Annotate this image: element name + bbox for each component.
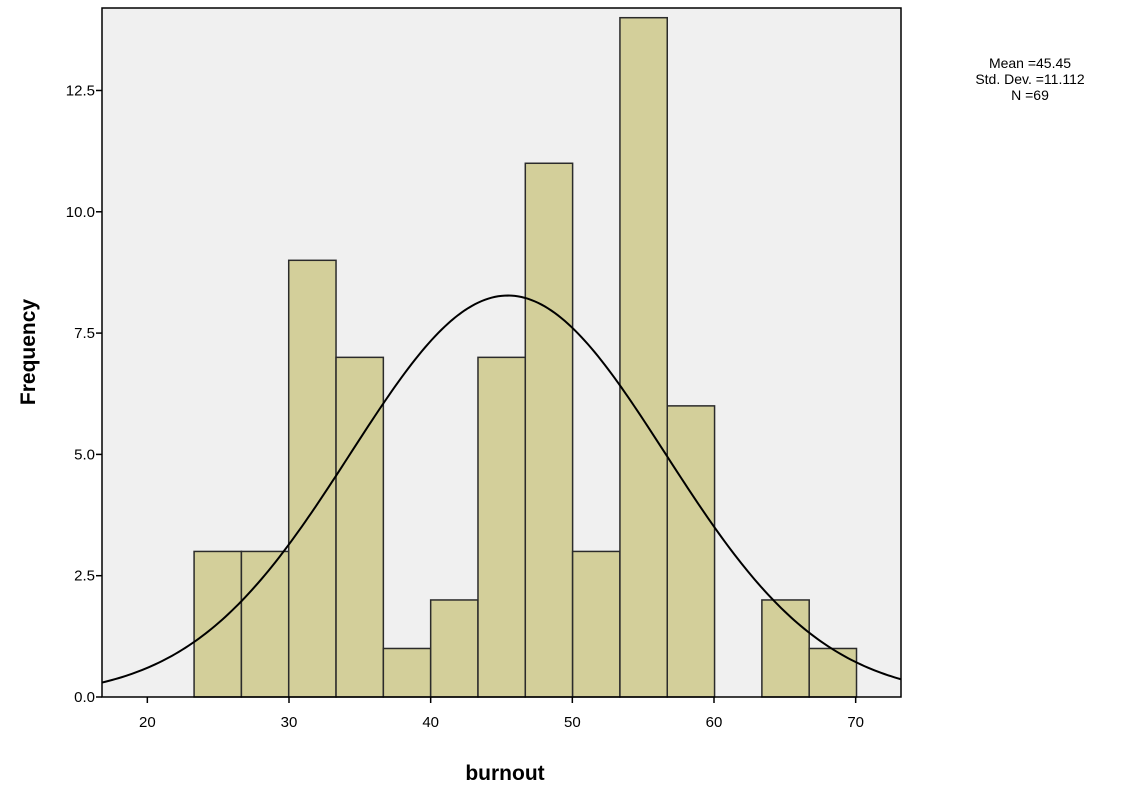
x-tick-label: 50 (564, 714, 581, 731)
histogram-bar (761, 599, 810, 698)
histogram-bar (335, 356, 385, 698)
stat-n: N =69 (1011, 87, 1049, 103)
y-axis: 0.0 2.5 5.0 7.5 10.0 12.5 (66, 82, 102, 706)
x-tick-label: 30 (281, 714, 298, 731)
y-tick-label: 12.5 (66, 82, 95, 99)
plot-frame (101, 7, 902, 698)
x-tick-label: 70 (847, 714, 864, 731)
histogram-bar (808, 647, 858, 698)
y-axis-title: Frequency (17, 299, 40, 406)
y-tick-label: 10.0 (66, 204, 95, 221)
histogram-bar (524, 162, 574, 698)
y-tick-label: 0.0 (74, 689, 95, 706)
normal-curve (101, 294, 902, 684)
stat-mean: Mean =45.45 (988, 55, 1072, 71)
histogram-bar (666, 405, 716, 698)
histogram-bar (382, 647, 432, 698)
x-axis: 20 30 40 50 60 70 (139, 697, 864, 731)
y-tick-label: 7.5 (74, 325, 95, 342)
stats-box: Mean =45.45 Std. Dev. =11.112 N =69 (950, 55, 1110, 103)
stat-std-dev: Std. Dev. =11.112 (975, 71, 1085, 87)
histogram-bar (477, 356, 527, 698)
histogram-bar (429, 599, 479, 698)
histogram-bar (619, 16, 669, 698)
x-axis-title: burnout (465, 762, 544, 785)
y-tick-label: 5.0 (74, 446, 95, 463)
x-tick-label: 40 (422, 714, 439, 731)
x-tick-label: 60 (706, 714, 723, 731)
y-tick-label: 2.5 (74, 568, 95, 585)
histogram-bar (287, 259, 337, 698)
bars-group (193, 16, 858, 698)
x-tick-label: 20 (139, 714, 156, 731)
histogram-bar (571, 550, 621, 698)
